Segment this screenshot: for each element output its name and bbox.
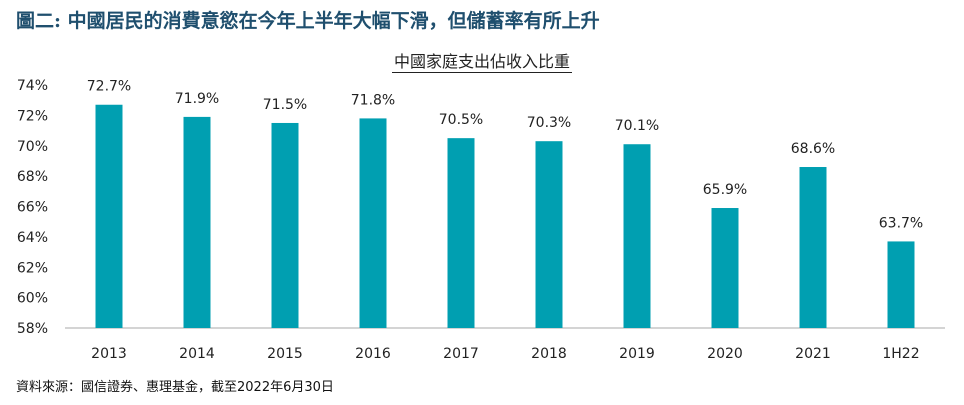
data-label: 70.1%: [615, 118, 659, 134]
chart-title: 中國家庭支出佔收入比重: [0, 48, 964, 73]
bar: [887, 241, 915, 328]
y-tick-label: 64%: [17, 230, 48, 246]
data-label: 70.5%: [439, 112, 483, 128]
x-tick-label: 2021: [795, 346, 831, 362]
bar: [799, 167, 827, 328]
y-tick-label: 58%: [17, 321, 48, 337]
x-tick-label: 2017: [443, 346, 479, 362]
bar: [447, 138, 475, 328]
bar: [623, 144, 651, 328]
data-label: 70.3%: [527, 115, 571, 131]
x-tick-label: 2018: [531, 346, 567, 362]
y-tick-label: 62%: [17, 260, 48, 276]
x-tick-label: 2014: [179, 346, 215, 362]
y-tick-label: 70%: [17, 139, 48, 155]
x-tick-label: 2020: [707, 346, 743, 362]
x-tick-label: 1H22: [882, 346, 919, 362]
x-tick-label: 2013: [91, 346, 127, 362]
data-label: 71.8%: [351, 92, 395, 108]
y-tick-label: 60%: [17, 291, 48, 307]
y-tick-label: 68%: [17, 169, 48, 185]
chart-title-text: 中國家庭支出佔收入比重: [391, 52, 572, 73]
bar: [359, 118, 387, 328]
source-note: 資料來源：國信證券、惠理基金，截至2022年6月30日: [16, 380, 334, 395]
data-label: 72.7%: [87, 79, 131, 95]
bar: [711, 208, 739, 328]
data-label: 71.9%: [175, 91, 219, 107]
bar: [535, 141, 563, 328]
data-label: 63.7%: [879, 215, 923, 231]
bar: [95, 104, 123, 329]
y-tick-label: 72%: [17, 108, 48, 124]
y-tick-label: 66%: [17, 200, 48, 216]
x-tick-label: 2016: [355, 346, 391, 362]
bar: [183, 116, 211, 328]
figure-title: 圖二: 中國居民的消費意慾在今年上半年大幅下滑，但儲蓄率有所上升: [16, 10, 600, 32]
bar: [271, 122, 299, 328]
x-tick-label: 2019: [619, 346, 655, 362]
data-label: 68.6%: [791, 141, 835, 157]
y-tick-label: 74%: [17, 78, 48, 94]
bar-chart: 58% 60% 62% 64% 66% 68% 70% 72% 74% 72.7% 2013 71.9…: [17, 78, 945, 362]
data-label: 71.5%: [263, 97, 307, 113]
x-tick-label: 2015: [267, 346, 303, 362]
data-label: 65.9%: [703, 182, 747, 198]
